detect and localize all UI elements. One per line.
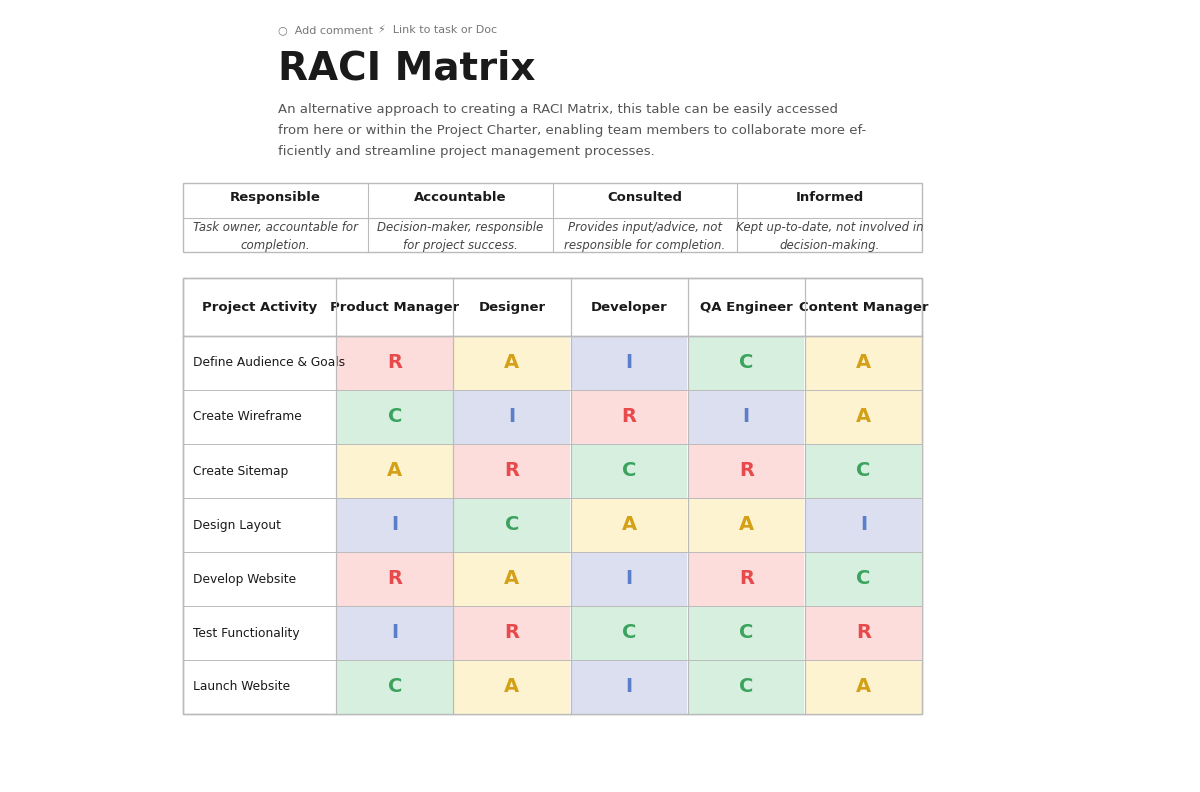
Text: R: R	[388, 353, 402, 372]
Text: Decision-maker, responsible
for project success.: Decision-maker, responsible for project …	[377, 222, 544, 253]
Text: R: R	[622, 408, 637, 427]
Text: Project Activity: Project Activity	[202, 300, 317, 314]
Text: A: A	[388, 462, 402, 481]
Bar	[454, 390, 570, 444]
Bar	[337, 607, 452, 660]
Text: A: A	[856, 408, 871, 427]
Text: I: I	[860, 516, 866, 535]
Bar	[182, 183, 922, 252]
Bar	[805, 337, 922, 390]
Text: A: A	[504, 569, 520, 588]
Text: A: A	[504, 353, 520, 372]
Bar	[805, 607, 922, 660]
Bar	[182, 278, 922, 714]
Text: I: I	[743, 408, 750, 427]
Text: C: C	[622, 623, 636, 642]
Bar	[337, 390, 452, 444]
Bar	[805, 390, 922, 444]
Bar	[688, 607, 804, 660]
Text: Define Audience & Goals: Define Audience & Goals	[193, 356, 346, 370]
Bar	[688, 661, 804, 714]
Text: An alternative approach to creating a RACI Matrix, this table can be easily acce: An alternative approach to creating a RA…	[278, 103, 866, 158]
Text: Responsible: Responsible	[230, 191, 320, 204]
Text: C: C	[388, 677, 402, 696]
Text: Test Functionality: Test Functionality	[193, 626, 300, 639]
Bar	[688, 498, 804, 551]
Text: Create Wireframe: Create Wireframe	[193, 410, 301, 424]
Bar	[454, 553, 570, 606]
Text: A: A	[504, 677, 520, 696]
Text: R: R	[388, 569, 402, 588]
Bar	[454, 444, 570, 497]
Text: Task owner, accountable for
completion.: Task owner, accountable for completion.	[193, 222, 358, 253]
Text: Consulted: Consulted	[607, 191, 683, 204]
Bar	[805, 661, 922, 714]
Text: C: C	[739, 677, 754, 696]
Text: I: I	[625, 569, 632, 588]
Text: A: A	[856, 677, 871, 696]
Text: Designer: Designer	[479, 300, 546, 314]
Text: R: R	[856, 623, 871, 642]
Text: QA Engineer: QA Engineer	[700, 300, 793, 314]
Text: A: A	[622, 516, 637, 535]
Text: R: R	[739, 569, 754, 588]
Bar	[337, 444, 452, 497]
Text: I: I	[509, 408, 516, 427]
Text: ○  Add comment: ○ Add comment	[278, 25, 373, 35]
Bar	[454, 337, 570, 390]
Text: C: C	[857, 462, 871, 481]
Bar	[688, 337, 804, 390]
Text: ⚡  Link to task or Doc: ⚡ Link to task or Doc	[378, 25, 497, 35]
Text: C: C	[857, 569, 871, 588]
Bar	[688, 444, 804, 497]
Bar	[688, 390, 804, 444]
Text: C: C	[622, 462, 636, 481]
Text: Develop Website: Develop Website	[193, 573, 296, 585]
Text: C: C	[739, 623, 754, 642]
Text: R: R	[504, 623, 520, 642]
Bar	[337, 661, 452, 714]
Bar	[805, 553, 922, 606]
Text: Content Manager: Content Manager	[799, 300, 928, 314]
Bar	[688, 553, 804, 606]
Bar	[182, 278, 922, 714]
Text: RACI Matrix: RACI Matrix	[278, 50, 535, 88]
Bar	[571, 607, 688, 660]
Bar	[337, 553, 452, 606]
Bar	[805, 498, 922, 551]
Text: I: I	[391, 516, 398, 535]
Text: Design Layout: Design Layout	[193, 519, 281, 531]
Bar	[805, 444, 922, 497]
Bar	[571, 390, 688, 444]
Text: R: R	[504, 462, 520, 481]
Text: Informed: Informed	[796, 191, 864, 204]
Text: A: A	[856, 353, 871, 372]
Text: C: C	[505, 516, 520, 535]
Text: R: R	[739, 462, 754, 481]
Bar	[571, 444, 688, 497]
Bar	[337, 498, 452, 551]
Bar	[454, 498, 570, 551]
Text: Launch Website: Launch Website	[193, 680, 290, 694]
Text: Kept up-to-date, not involved in
decision-making.: Kept up-to-date, not involved in decisio…	[736, 222, 924, 253]
Text: A: A	[739, 516, 754, 535]
Text: Product Manager: Product Manager	[330, 300, 460, 314]
Text: C: C	[739, 353, 754, 372]
Text: Provides input/advice, not
responsible for completion.: Provides input/advice, not responsible f…	[564, 222, 726, 253]
Bar	[454, 607, 570, 660]
Text: Developer: Developer	[590, 300, 667, 314]
Bar	[571, 553, 688, 606]
Text: Accountable: Accountable	[414, 191, 506, 204]
Bar	[571, 337, 688, 390]
Text: I: I	[391, 623, 398, 642]
Bar	[571, 661, 688, 714]
Bar	[454, 661, 570, 714]
Text: Create Sitemap: Create Sitemap	[193, 464, 288, 478]
Bar	[337, 337, 452, 390]
Text: I: I	[625, 353, 632, 372]
Bar	[571, 498, 688, 551]
Text: I: I	[625, 677, 632, 696]
Text: C: C	[388, 408, 402, 427]
